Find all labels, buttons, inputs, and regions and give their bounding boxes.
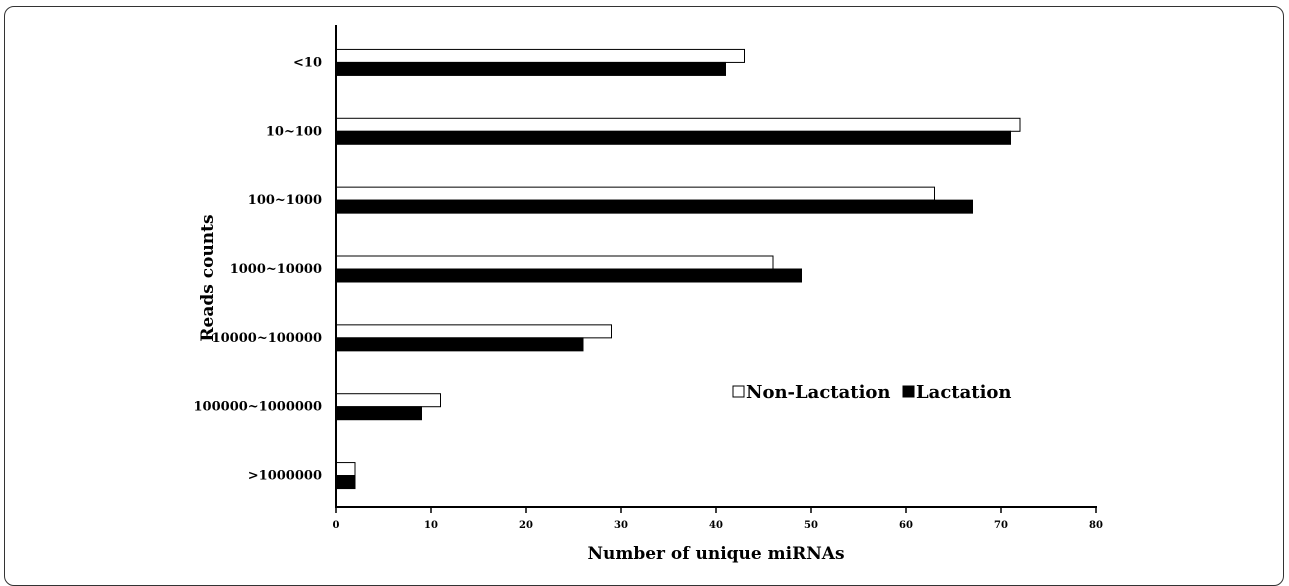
legend: Non-Lactation Lactation <box>732 382 1012 403</box>
x-tick-label: 20 <box>519 520 533 531</box>
x-ticks-group: 0 10 20 30 40 50 60 70 80 <box>333 507 1103 531</box>
category-label: 10~100 <box>266 124 322 139</box>
bar-chart: 0 10 20 30 40 50 60 70 80 <10 10~100 100~1000 1000~… <box>194 25 1103 564</box>
x-tick-label: 30 <box>614 520 628 531</box>
category-label: >1000000 <box>248 469 322 484</box>
bar-lactation-1 <box>335 130 1011 145</box>
category-label: 100~1000 <box>248 193 322 208</box>
bar-lactation-4 <box>335 337 584 352</box>
x-axis-title: Number of unique miRNAs <box>587 544 844 564</box>
bar-non-lactation-5 <box>335 393 441 408</box>
bar-non-lactation-6 <box>335 462 356 477</box>
bar-lactation-6 <box>335 475 356 490</box>
category-label: 100000~1000000 <box>194 400 322 415</box>
category-label: <10 <box>293 55 322 70</box>
bar-lactation-3 <box>335 268 802 283</box>
bar-lactation-2 <box>335 199 973 214</box>
category-label: 10000~100000 <box>212 331 322 346</box>
y-axis-title: Reads counts <box>198 214 218 341</box>
x-tick-label: 0 <box>333 520 340 531</box>
x-tick-label: 70 <box>994 520 1008 531</box>
bar-non-lactation-2 <box>335 186 935 201</box>
bars-group <box>335 48 1021 490</box>
bar-non-lactation-4 <box>335 324 612 339</box>
bar-non-lactation-0 <box>335 48 745 63</box>
bar-non-lactation-3 <box>335 255 774 270</box>
category-labels-group: <10 10~100 100~1000 1000~10000 10000~100000 1… <box>194 55 322 483</box>
x-tick-label: 80 <box>1089 520 1103 531</box>
bar-non-lactation-1 <box>335 117 1021 132</box>
x-tick-label: 10 <box>424 520 438 531</box>
legend-label-non-lactation: Non-Lactation <box>746 382 891 403</box>
x-tick-label: 60 <box>899 520 913 531</box>
legend-swatch-non-lactation <box>732 385 745 398</box>
x-tick-label: 40 <box>709 520 723 531</box>
bar-lactation-5 <box>335 406 422 421</box>
category-label: 1000~10000 <box>230 262 322 277</box>
legend-swatch-lactation <box>902 385 915 398</box>
bar-lactation-0 <box>335 61 726 76</box>
legend-label-lactation: Lactation <box>916 382 1012 403</box>
x-tick-label: 50 <box>804 520 818 531</box>
